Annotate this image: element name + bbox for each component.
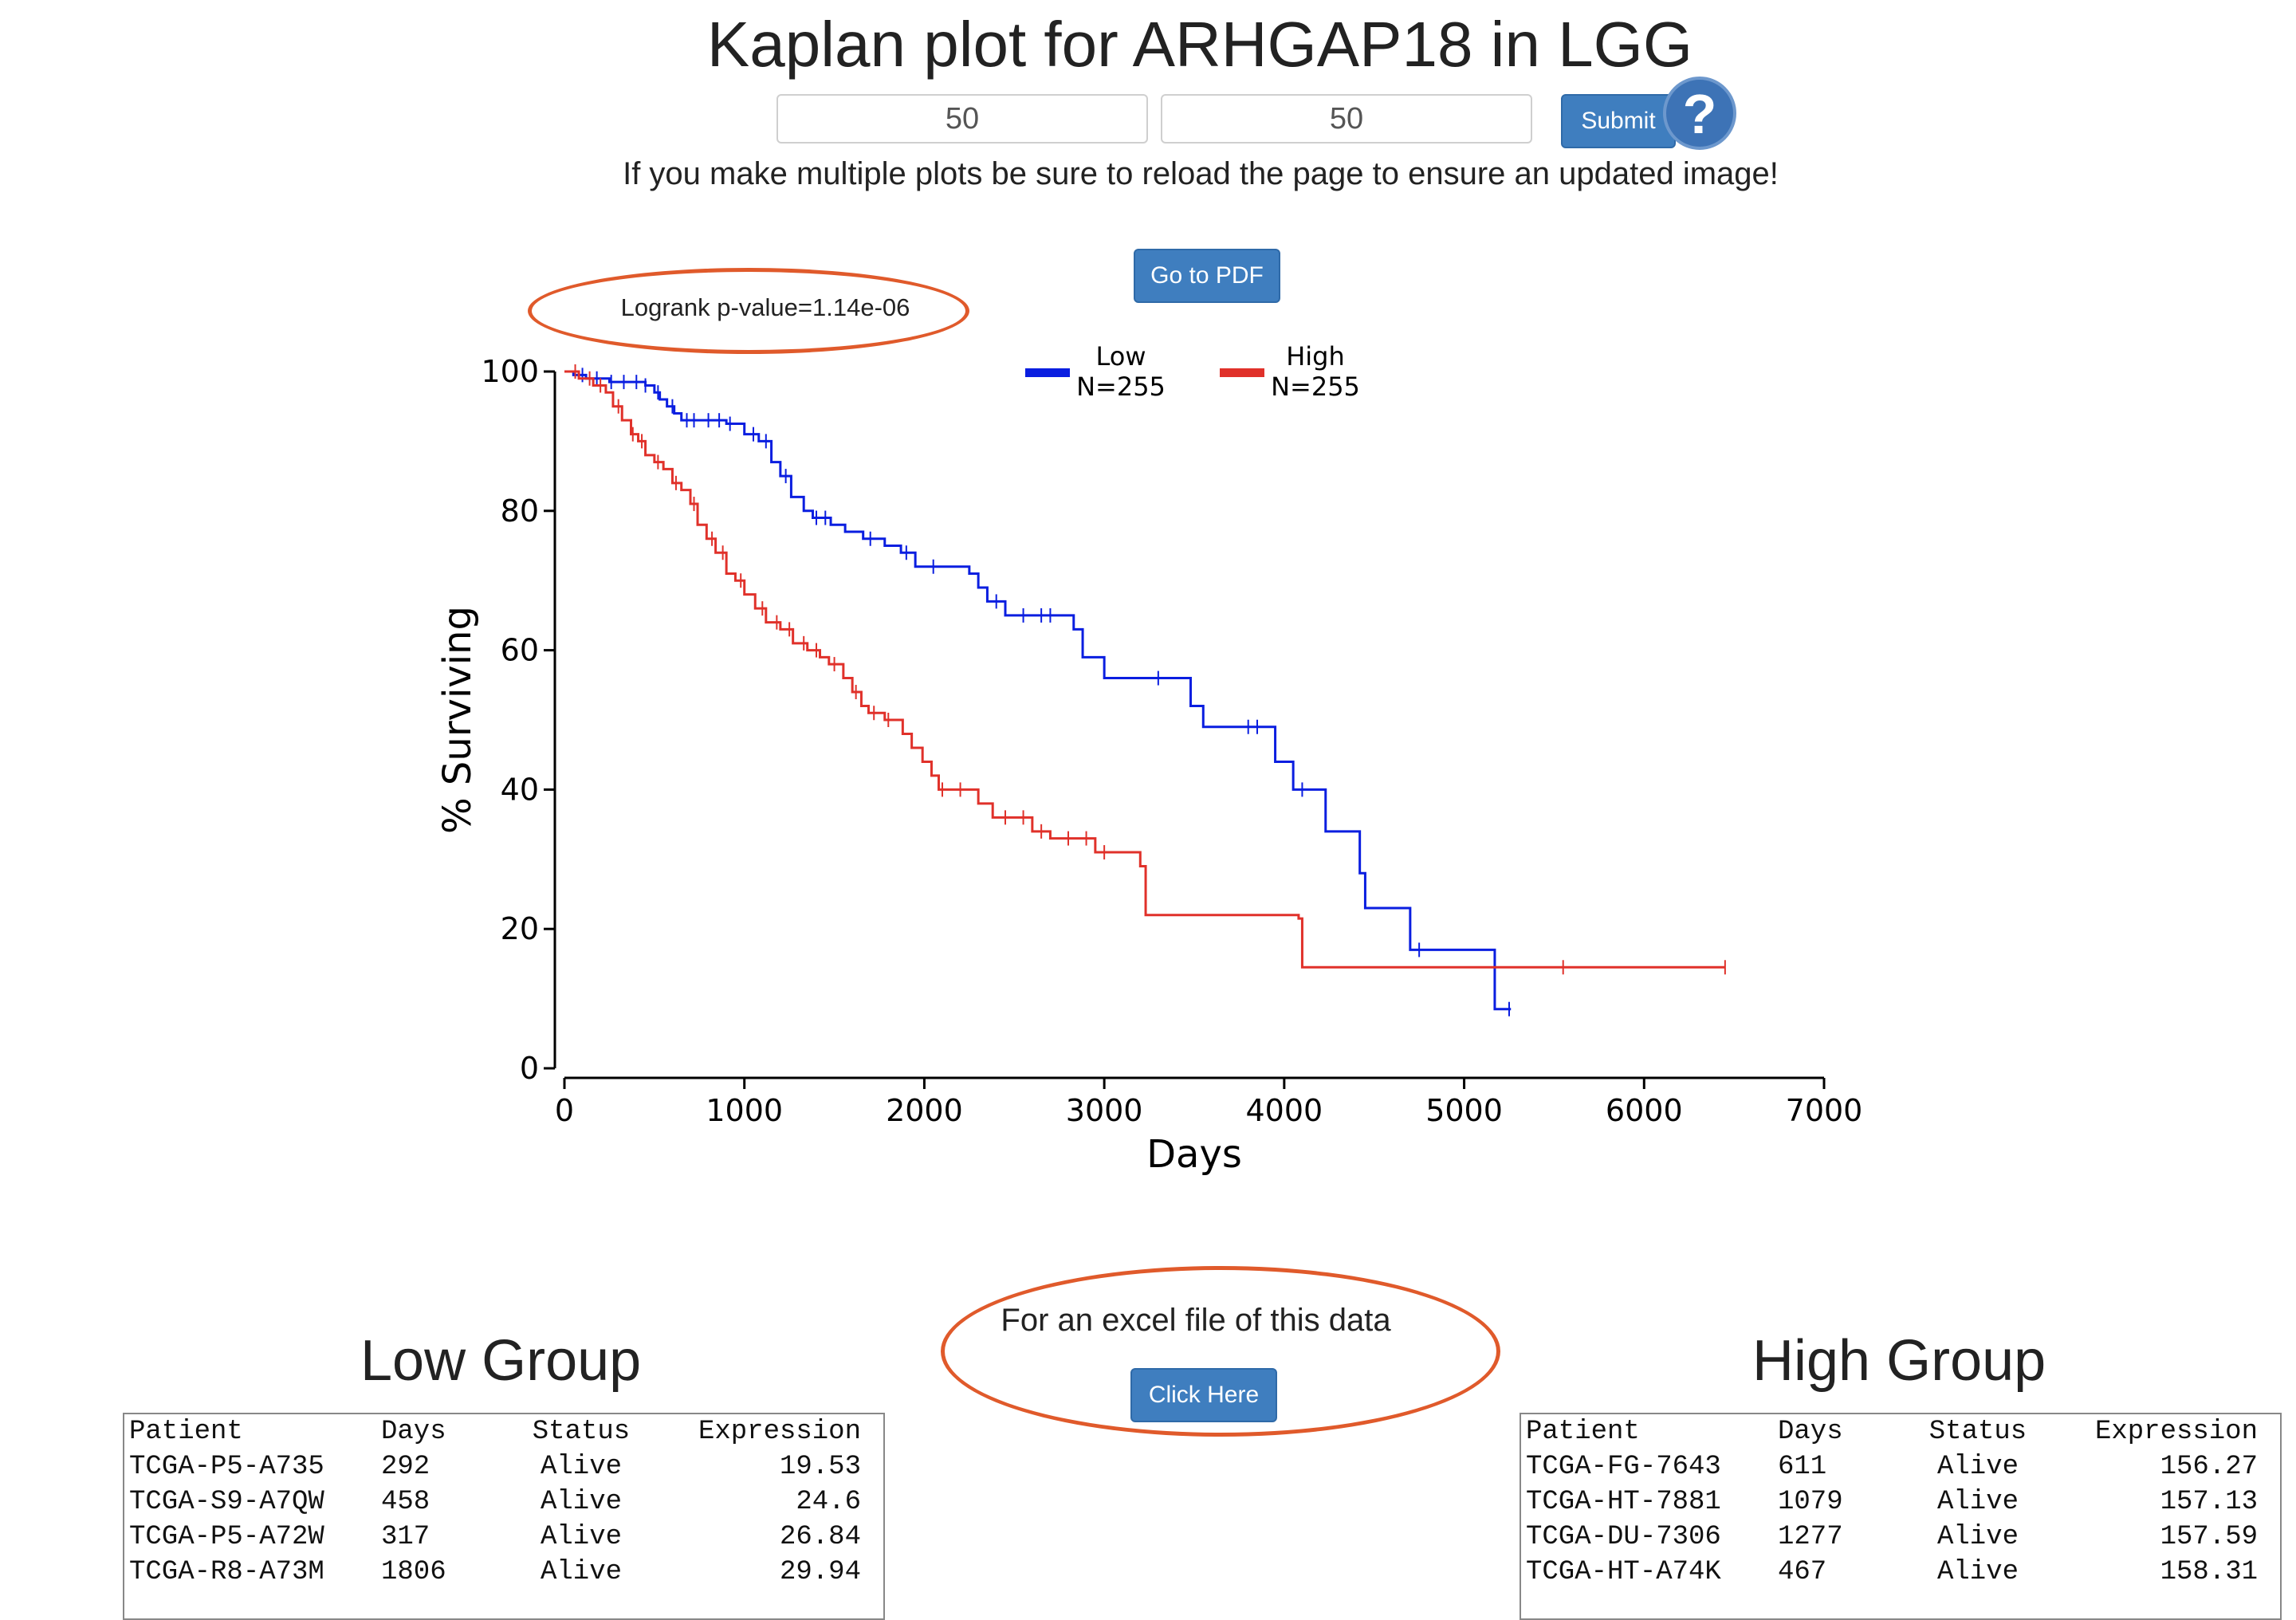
table-row: TCGA-HT-7881 1079 Alive 157.13 (1521, 1484, 2270, 1520)
excel-click-here-button[interactable]: Click Here (1130, 1368, 1277, 1422)
column-header: Expression (698, 1417, 861, 1447)
go-to-pdf-button[interactable]: Go to PDF (1134, 249, 1280, 303)
table-header-row: Patient Days Status Expression (124, 1414, 874, 1449)
pvalue-annotation-ellipse (528, 268, 969, 354)
x-tick-label: 1000 (706, 1093, 783, 1128)
x-tick-label: 2000 (886, 1093, 963, 1128)
high-legend-count: N=255 (1271, 372, 1360, 402)
table-row: TCGA-R8-A73M 1806 Alive 29.94 (124, 1555, 874, 1590)
y-tick-label: 60 (501, 633, 539, 668)
column-header: Status (532, 1417, 631, 1447)
high-legend-name: High (1286, 341, 1345, 372)
y-tick-label: 20 (501, 911, 539, 946)
submit-button[interactable]: Submit (1561, 94, 1676, 148)
table-row: TCGA-HT-A74K 467 Alive 158.31 (1521, 1555, 2270, 1590)
expression-cell: 157.59 (2160, 1522, 2258, 1552)
high-group-title: High Group (1752, 1329, 2046, 1393)
table-row: TCGA-P5-A72W 317 Alive 26.84 (124, 1520, 874, 1555)
y-tick-label: 0 (520, 1051, 539, 1086)
expression-cell: 26.84 (779, 1522, 861, 1552)
days-cell: 1806 (381, 1557, 446, 1587)
high-group-table: Patient Days Status Expression TCGA-FG-7… (1520, 1413, 2282, 1620)
patient-cell: TCGA-P5-A72W (129, 1522, 324, 1552)
x-axis-label: Days (1146, 1132, 1242, 1177)
kaplan-meier-chart: 0 1000 2000 3000 4000 5000 6000 7000 0 20 40 60 80 10… (435, 341, 1863, 1177)
low-survival-line (564, 370, 1512, 1011)
patient-cell: TCGA-HT-A74K (1526, 1557, 1721, 1587)
days-cell: 1079 (1778, 1487, 1843, 1517)
expression-cell: 24.6 (796, 1487, 861, 1517)
y-tick-label: 100 (481, 354, 539, 389)
low-group-title: Low Group (360, 1329, 642, 1393)
days-cell: 317 (381, 1522, 431, 1552)
help-icon[interactable]: ? (1663, 77, 1736, 150)
patient-cell: TCGA-HT-7881 (1526, 1487, 1721, 1517)
status-cell: Alive (540, 1522, 623, 1552)
column-header: Status (1928, 1417, 2027, 1447)
status-cell: Alive (540, 1452, 623, 1482)
excel-annotation-ellipse (941, 1266, 1500, 1437)
table-row: TCGA-S9-A7QW 458 Alive 24.6 (124, 1484, 874, 1520)
table-row: TCGA-FG-7643 611 Alive 156.27 (1521, 1449, 2270, 1484)
status-cell: Alive (540, 1487, 623, 1517)
x-tick-label: 4000 (1245, 1093, 1323, 1128)
patient-cell: TCGA-R8-A73M (129, 1557, 324, 1587)
reload-note: If you make multiple plots be sure to re… (623, 156, 1779, 191)
expression-cell: 157.13 (2160, 1487, 2258, 1517)
patient-cell: TCGA-FG-7643 (1526, 1452, 1721, 1482)
y-tick-label: 80 (501, 493, 539, 529)
expression-cell: 156.27 (2160, 1452, 2258, 1482)
expression-cell: 29.94 (779, 1557, 861, 1587)
high-survival-line (564, 370, 1725, 969)
x-tick-label: 3000 (1066, 1093, 1143, 1128)
page-title: Kaplan plot for ARHGAP18 in LGG (706, 9, 1693, 80)
x-tick-label: 6000 (1606, 1093, 1683, 1128)
table-row: TCGA-DU-7306 1277 Alive 157.59 (1521, 1520, 2270, 1555)
expression-cell: 158.31 (2160, 1557, 2258, 1587)
x-tick-label: 0 (555, 1093, 574, 1128)
x-tick-label: 5000 (1425, 1093, 1503, 1128)
column-header: Days (1778, 1417, 1843, 1447)
status-cell: Alive (1936, 1557, 2019, 1587)
table-header-row: Patient Days Status Expression (1521, 1414, 2270, 1449)
patient-cell: TCGA-DU-7306 (1526, 1522, 1721, 1552)
y-axis-label: % Surviving (435, 606, 480, 834)
days-cell: 467 (1778, 1557, 1827, 1587)
status-cell: Alive (1936, 1452, 2019, 1482)
excel-text: For an excel file of this data (1001, 1303, 1391, 1338)
low-legend-name: Low (1095, 341, 1146, 372)
column-header: Expression (2094, 1417, 2258, 1447)
low-group-table: Patient Days Status Expression TCGA-P5-A… (123, 1413, 885, 1620)
days-cell: 1277 (1778, 1522, 1843, 1552)
high-legend-swatch (1220, 368, 1264, 377)
low-legend-swatch (1025, 368, 1070, 377)
days-cell: 611 (1778, 1452, 1827, 1482)
status-cell: Alive (1936, 1522, 2019, 1552)
column-header: Days (381, 1417, 446, 1447)
low-percentile-input[interactable] (776, 94, 1148, 144)
column-header: Patient (1526, 1417, 1640, 1447)
days-cell: 292 (381, 1452, 431, 1482)
table-row: TCGA-P5-A735 292 Alive 19.53 (124, 1449, 874, 1484)
status-cell: Alive (1936, 1487, 2019, 1517)
y-tick-label: 40 (501, 772, 539, 807)
status-cell: Alive (540, 1557, 623, 1587)
expression-cell: 19.53 (779, 1452, 861, 1482)
x-tick-label: 7000 (1786, 1093, 1863, 1128)
days-cell: 458 (381, 1487, 431, 1517)
patient-cell: TCGA-S9-A7QW (129, 1487, 324, 1517)
logrank-pvalue: Logrank p-value=1.14e-06 (620, 293, 910, 321)
high-percentile-input[interactable] (1161, 94, 1532, 144)
low-legend-count: N=255 (1076, 372, 1166, 402)
patient-cell: TCGA-P5-A735 (129, 1452, 324, 1482)
column-header: Patient (129, 1417, 243, 1447)
